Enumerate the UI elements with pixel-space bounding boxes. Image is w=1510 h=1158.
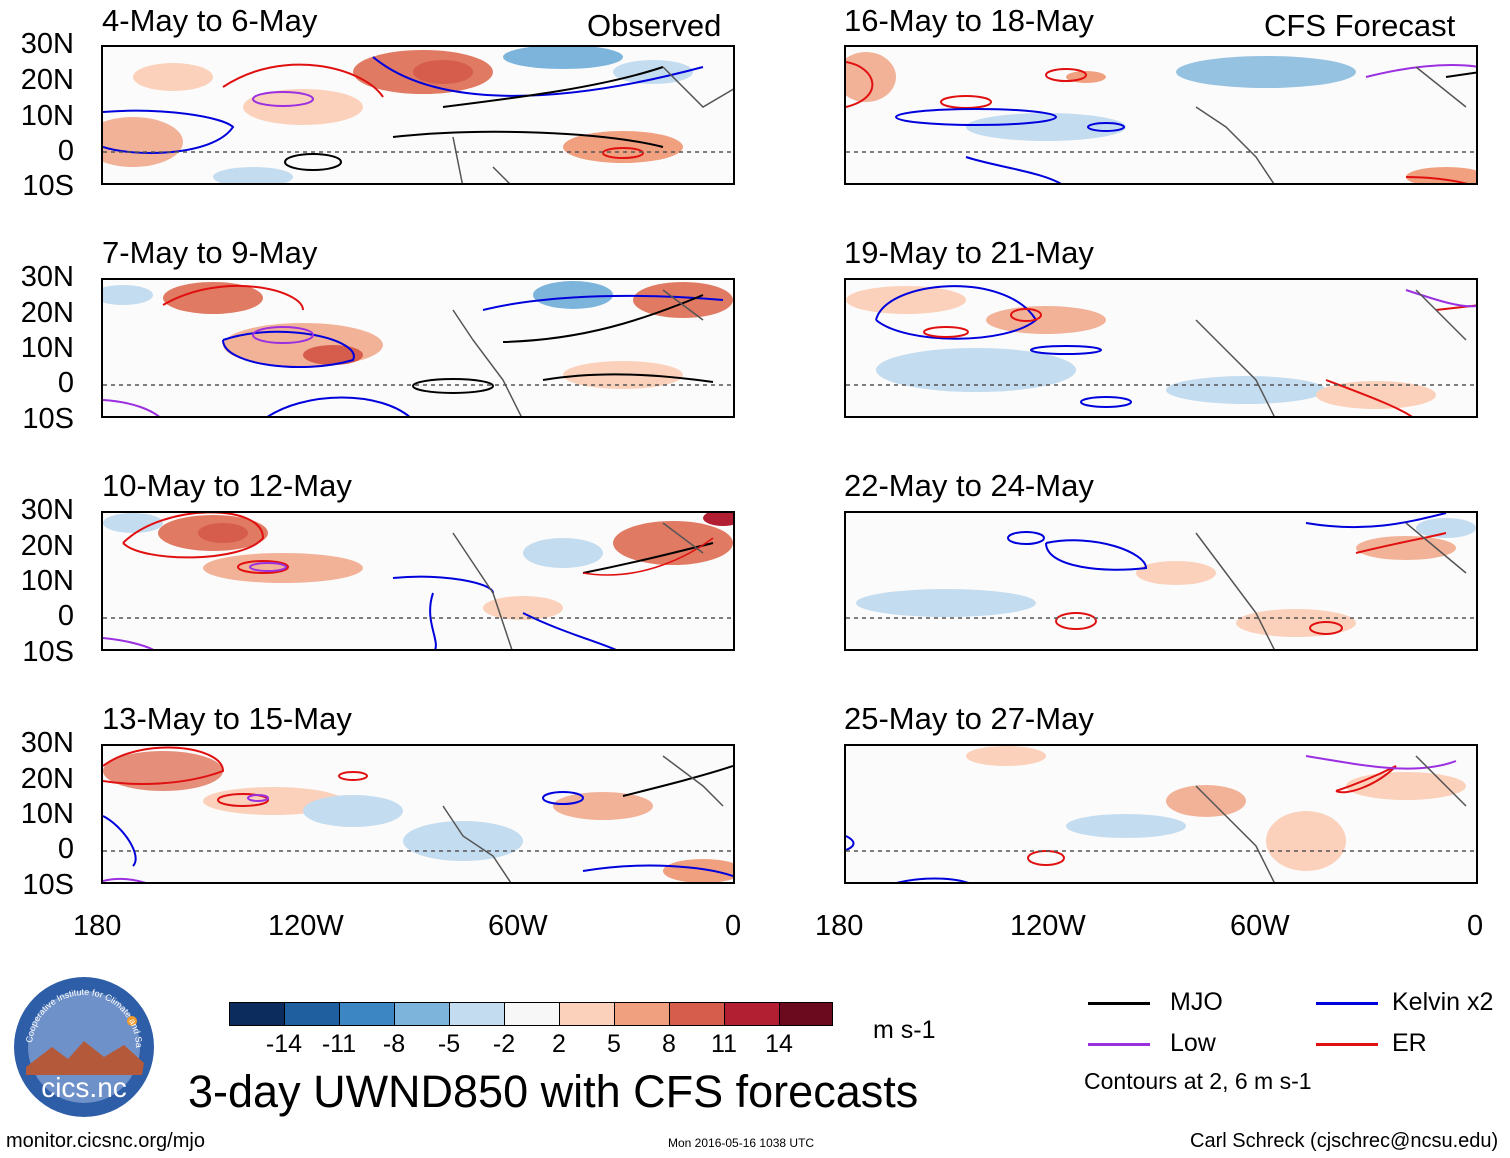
map-panel-19may-21may (844, 278, 1478, 418)
colorbar-tick-label: 5 (607, 1030, 621, 1058)
lon-label: 0 (725, 910, 742, 942)
panel-title-5: 16-May to 18-May (844, 3, 1094, 38)
lat-label: 0 (57, 367, 74, 399)
lat-label: 30N (20, 727, 74, 759)
panel-title-1: 4-May to 6-May (102, 3, 318, 38)
panel-title-7: 22-May to 24-May (844, 468, 1094, 503)
colorbar-swatch (504, 1002, 560, 1026)
legend-label-low: Low (1170, 1029, 1216, 1057)
lat-label: 10S (22, 869, 74, 901)
legend-label-kelvin: Kelvin x2 (1392, 988, 1494, 1016)
colorbar-swatch (559, 1002, 615, 1026)
lat-label: 10N (20, 100, 74, 132)
panel-title-2: 7-May to 9-May (102, 235, 318, 270)
main-title: 3-day UWND850 with CFS forecasts (188, 1066, 919, 1117)
colorbar-tick-label: 2 (552, 1030, 566, 1058)
panel-title-8: 25-May to 27-May (844, 701, 1094, 736)
lat-label: 10S (22, 636, 74, 668)
lat-label: 30N (20, 494, 74, 526)
map-panel-25may-27may (844, 744, 1478, 884)
map-panel-7may-9may (101, 278, 735, 418)
colorbar-tick-label: -8 (382, 1030, 406, 1058)
lon-label: 120W (1010, 910, 1086, 942)
lat-label: 10N (20, 565, 74, 597)
colorbar-swatch (394, 1002, 450, 1026)
lon-label: 180 (73, 910, 122, 942)
colorbar-swatch (449, 1002, 505, 1026)
map-panel-22may-24may (844, 511, 1478, 651)
legend-line-kelvin (1316, 1002, 1378, 1005)
colorbar-tick-label: -2 (492, 1030, 516, 1058)
footer-url[interactable]: monitor.cicsnc.org/mjo (6, 1130, 205, 1152)
colorbar-swatch (229, 1002, 285, 1026)
lat-label: 30N (20, 28, 74, 60)
forecast-column-title: CFS Forecast (1264, 8, 1456, 43)
footer-timestamp: Mon 2016-05-16 1038 UTC (668, 1136, 815, 1150)
anomaly-map (103, 47, 733, 183)
map-panel-10may-12may (101, 511, 735, 651)
anomaly-map (846, 513, 1476, 649)
panel-title-4: 13-May to 15-May (102, 701, 352, 736)
lat-label: 20N (20, 530, 74, 562)
lat-label: 10N (20, 798, 74, 830)
panel-title-6: 19-May to 21-May (844, 235, 1094, 270)
colorbar-swatch (614, 1002, 670, 1026)
lat-label: 20N (20, 64, 74, 96)
anomaly-map (846, 52, 1476, 183)
lat-label: 10S (22, 403, 74, 435)
legend-line-low (1088, 1043, 1150, 1046)
colorbar-tick-label: -14 (265, 1030, 303, 1058)
colorbar-tick-label: -11 (321, 1030, 357, 1058)
colorbar-swatch (669, 1002, 725, 1026)
colorbar-swatch (724, 1002, 780, 1026)
colorbar-unit: m s-1 (873, 1016, 936, 1044)
lat-label: 10N (20, 332, 74, 364)
anomaly-map (846, 285, 1476, 416)
lon-label: 180 (815, 910, 864, 942)
lat-label: 30N (20, 261, 74, 293)
footer-credit: Carl Schreck (cjschrec@ncsu.edu) (1190, 1130, 1499, 1152)
lat-label: 20N (20, 297, 74, 329)
map-panel-4may-6may (101, 45, 735, 185)
anomaly-map (103, 281, 733, 416)
legend-line-er (1316, 1043, 1378, 1046)
lat-label: 0 (57, 833, 74, 865)
lat-label: 0 (57, 600, 74, 632)
panel-title-3: 10-May to 12-May (102, 468, 352, 503)
anomaly-map (103, 746, 733, 882)
colorbar-tick-label: 11 (711, 1030, 737, 1058)
observed-column-title: Observed (587, 8, 722, 43)
legend-line-mjo (1088, 1002, 1150, 1005)
map-panel-16may-18may (844, 45, 1478, 185)
lon-label: 60W (488, 910, 548, 942)
contour-note: Contours at 2, 6 m s-1 (1084, 1068, 1312, 1094)
lon-label: 0 (1467, 910, 1484, 942)
legend-label-mjo: MJO (1170, 988, 1223, 1016)
lat-label: 10S (22, 170, 74, 202)
lat-label: 20N (20, 763, 74, 795)
colorbar-swatch (339, 1002, 395, 1026)
anomaly-map (846, 746, 1476, 882)
colorbar-swatch (284, 1002, 340, 1026)
legend-label-er: ER (1392, 1029, 1427, 1057)
lon-label: 120W (268, 910, 344, 942)
lat-label: 0 (57, 135, 74, 167)
logo-text: cics.nc (41, 1072, 127, 1103)
colorbar-tick-label: 8 (662, 1030, 676, 1058)
anomaly-map (103, 513, 733, 649)
colorbar-tick-label: -5 (437, 1030, 461, 1058)
colorbar-tick-label: 14 (765, 1030, 793, 1058)
cics-logo: Cooperative Institute for Climate and Sa… (9, 967, 156, 1119)
colorbar-swatch (779, 1002, 833, 1026)
map-panel-13may-15may (101, 744, 735, 884)
lon-label: 60W (1230, 910, 1290, 942)
